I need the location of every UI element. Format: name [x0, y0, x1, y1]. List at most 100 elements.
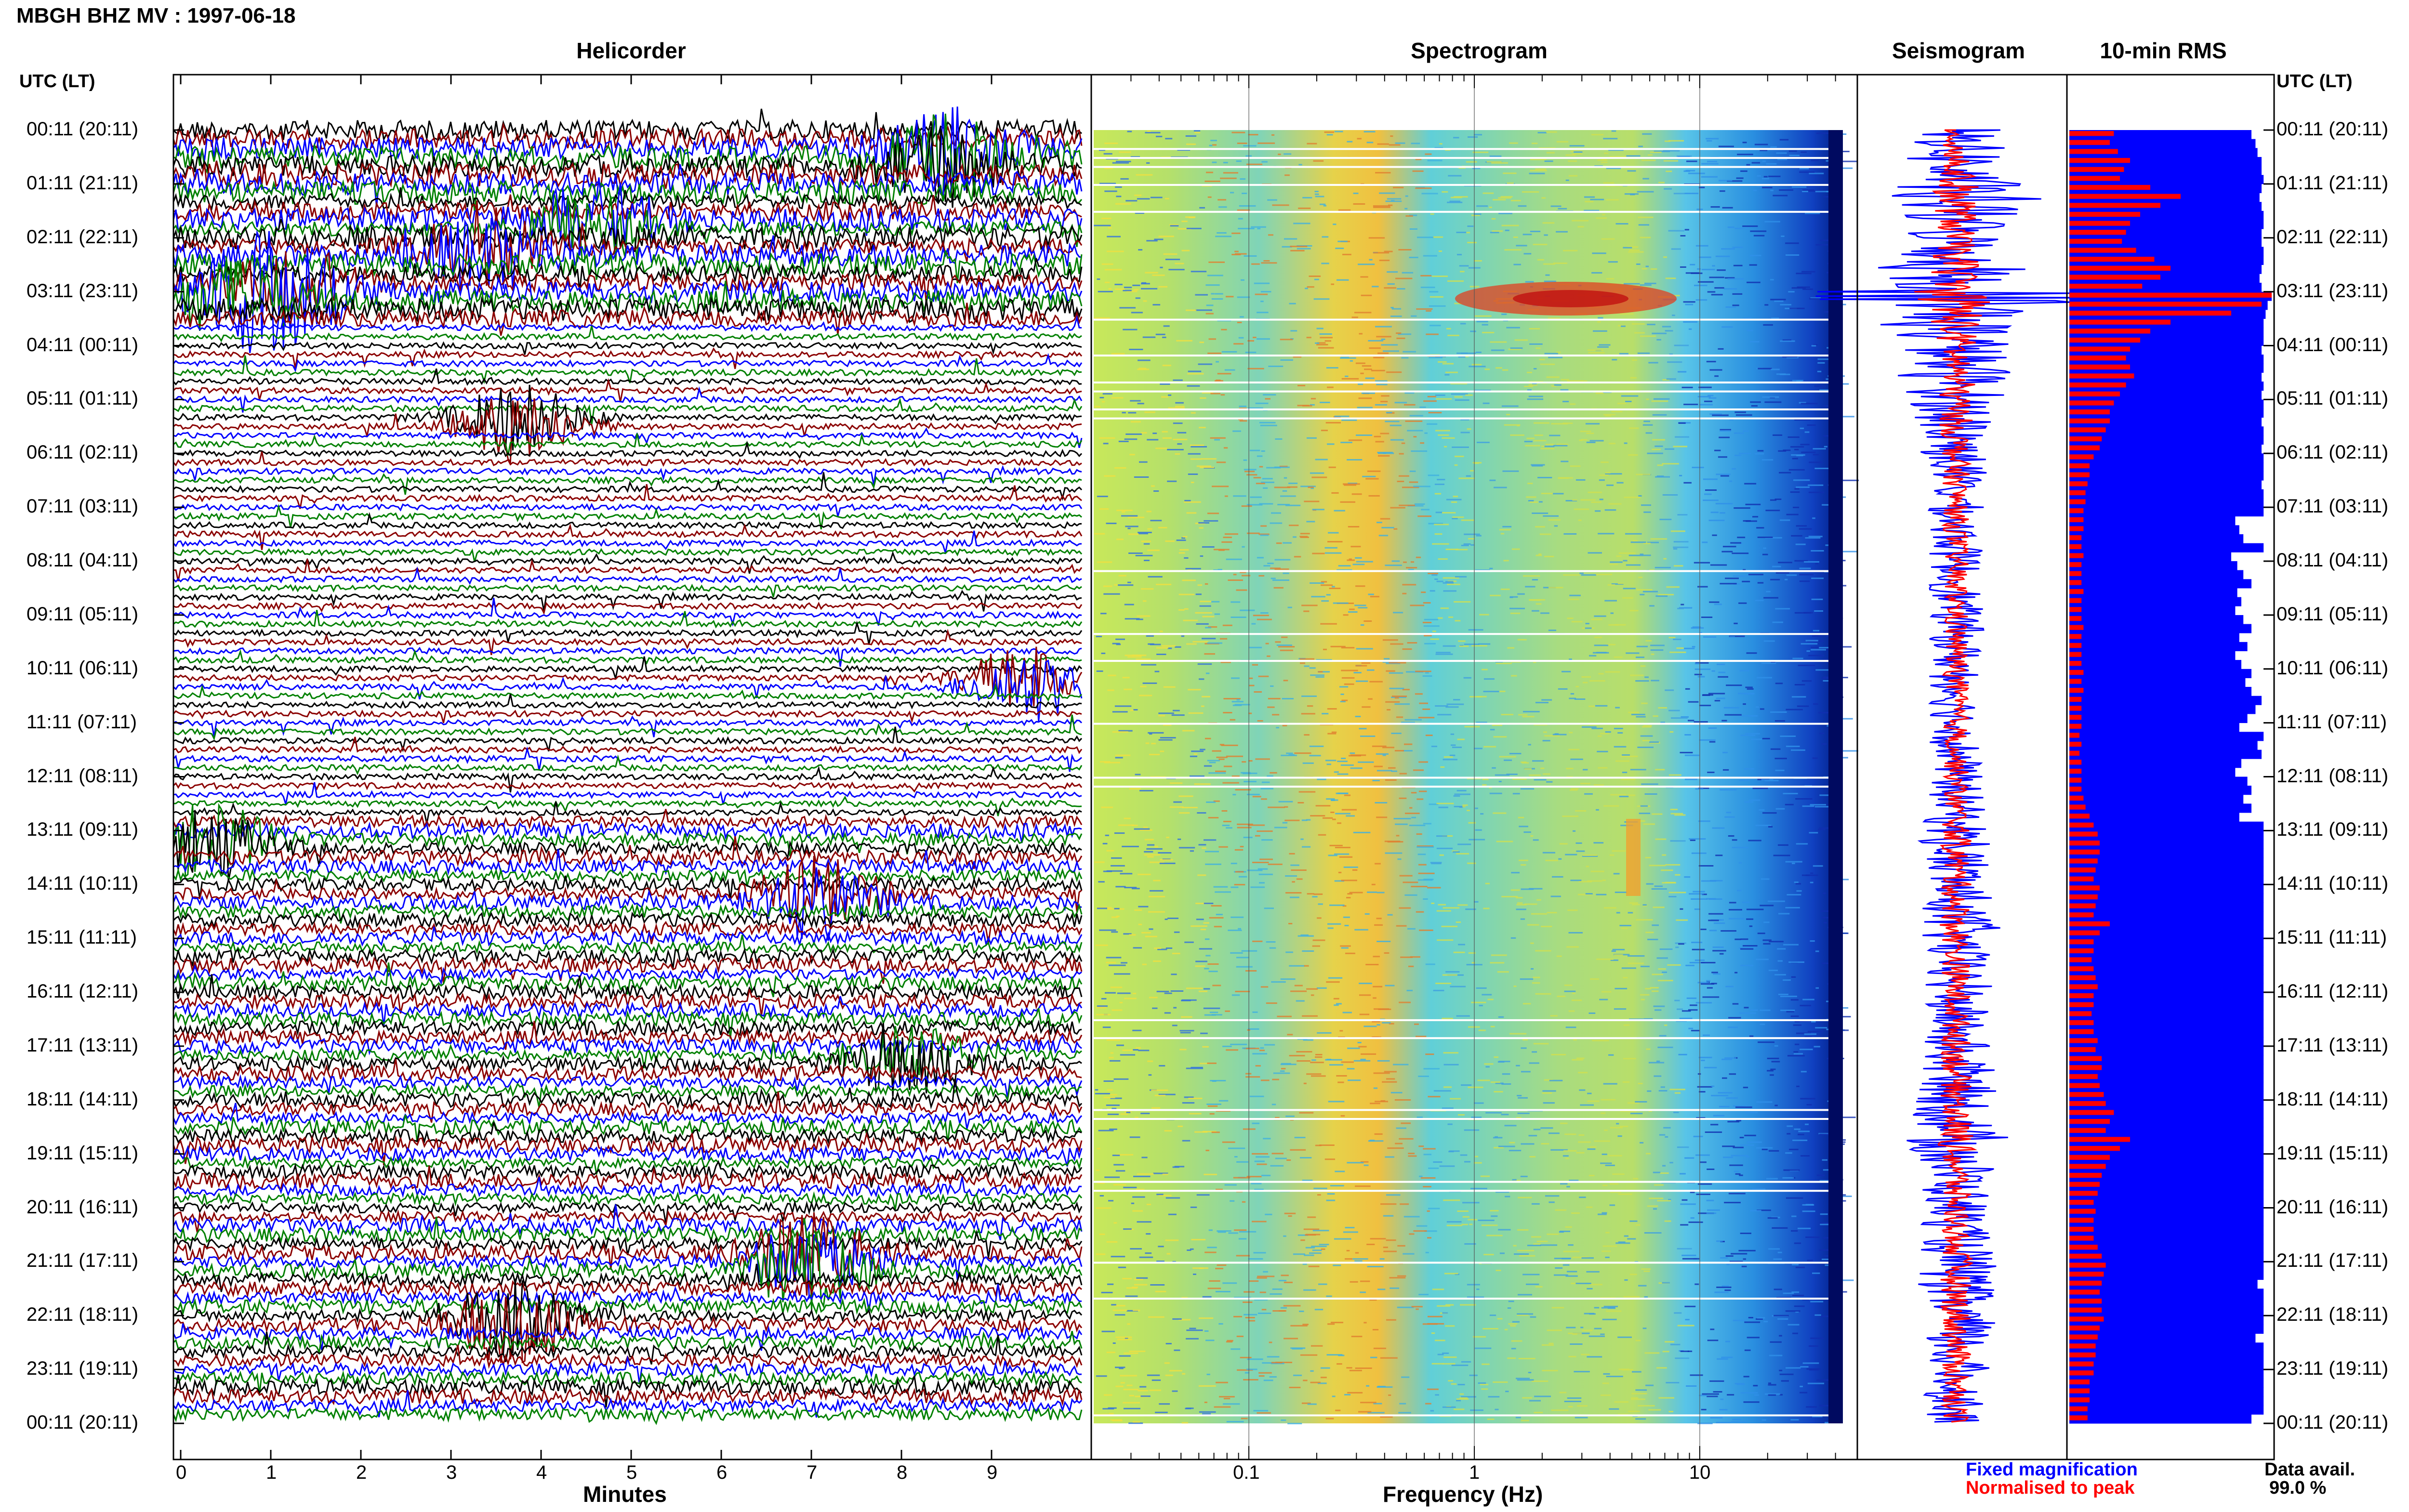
spectrogram-speckle	[1653, 1208, 1657, 1210]
spectrogram-speckle	[1320, 1377, 1327, 1379]
spectrogram-speckle	[1787, 1125, 1793, 1127]
spectrogram-speckle	[1387, 709, 1391, 710]
spectrogram-speckle	[1811, 646, 1819, 648]
spectrogram-speckle	[1566, 1186, 1570, 1188]
spectrogram-speckle	[1540, 1127, 1553, 1129]
spectrogram-speckle	[1821, 962, 1835, 964]
spectrogram-speckle	[1284, 819, 1300, 821]
spectrogram-speckle	[1142, 336, 1156, 338]
spectrogram-speckle	[1806, 1406, 1817, 1408]
spectrogram-speckle	[1662, 326, 1671, 328]
spectrogram-speckle	[1842, 167, 1853, 169]
spectrogram-speckle	[1568, 1406, 1573, 1407]
spectrogram-speckle	[1434, 533, 1443, 535]
spectrogram-speckle	[1684, 876, 1691, 878]
spectrogram-speckle	[1101, 652, 1106, 654]
spectrogram-speckle	[1380, 518, 1390, 520]
spectrogram-speckle	[1296, 1051, 1312, 1052]
spectrogram-speckle	[1608, 503, 1622, 505]
spectrogram-speckle	[1175, 406, 1185, 408]
spectrogram-speckle	[1399, 475, 1409, 477]
spectrogram-speckle	[1642, 591, 1658, 592]
spectrogram-speckle	[1454, 793, 1470, 795]
spectrogram-speckle	[1605, 1232, 1610, 1234]
spectrogram-speckle	[1485, 1112, 1502, 1114]
spectrogram-speckle	[1652, 813, 1663, 815]
spectrogram-speckle	[1457, 904, 1468, 906]
spectrogram-speckle	[1636, 919, 1653, 921]
time-label-right: 02:11 (22:11)	[2277, 226, 2389, 248]
spectrogram-speckle	[1134, 1278, 1143, 1280]
spectrogram-speckle	[1154, 846, 1158, 848]
spectrogram-speckle	[1589, 440, 1604, 442]
time-label-right: 20:11 (16:11)	[2277, 1196, 2389, 1218]
spectrogram-speckle	[1690, 1191, 1695, 1193]
spectrogram-speckle	[1493, 1137, 1503, 1139]
spectrogram-speckle	[1294, 1137, 1306, 1139]
helicorder-trace	[172, 1199, 1083, 1224]
spectrogram-speckle	[1779, 1335, 1782, 1337]
spectrogram-speckle	[1602, 880, 1606, 881]
spectrogram-speckle	[1684, 778, 1698, 780]
spectrogram-speckle	[1794, 684, 1805, 685]
spectrogram-speckle	[1224, 1184, 1237, 1186]
spectrogram-speckle	[1575, 810, 1587, 812]
spectrogram-speckle	[1123, 933, 1132, 935]
spectrogram-speckle	[1779, 189, 1794, 191]
spectrogram-speckle	[1808, 484, 1824, 486]
spectrogram-speckle	[1718, 456, 1727, 458]
spectrogram-speckle	[1737, 154, 1753, 156]
spectrogram-speckle	[1178, 847, 1195, 849]
spectrogram-speckle	[1646, 1048, 1651, 1050]
spectrogram-speckle	[1216, 461, 1226, 463]
spectrogram-speckle	[1305, 288, 1308, 289]
spectrogram-speckle	[1540, 612, 1549, 614]
spectrogram-speckle	[1576, 850, 1585, 852]
spectrogram-speckle	[1721, 1058, 1733, 1060]
spectrogram-speckle	[1393, 1064, 1409, 1065]
spectrogram-speckle	[1174, 1349, 1180, 1351]
rms-bar-normalised	[2069, 1378, 2264, 1388]
spectrogram-speckle	[1331, 1322, 1343, 1324]
spectrogram-speckle	[1678, 943, 1684, 945]
spectrogram-speckle	[1243, 145, 1257, 147]
spectrogram-speckle	[1234, 704, 1250, 706]
spectrogram-speckle	[1310, 1381, 1321, 1383]
spectrogram-speckle	[1283, 542, 1292, 544]
spectrogram-speckle	[1813, 865, 1823, 867]
spectrogram-speckle	[1675, 942, 1686, 944]
spectrogram-speckle	[1559, 1392, 1567, 1394]
frequency-axis-label: Frequency (Hz)	[1383, 1482, 1543, 1507]
time-label-left: 21:11 (17:11)	[26, 1250, 139, 1272]
spectrogram-speckle	[1740, 1392, 1758, 1394]
spectrogram-speckle	[1529, 888, 1543, 890]
spectrogram-speckle	[1103, 1080, 1114, 1082]
time-label-right: 10:11 (06:11)	[2277, 657, 2389, 679]
spectrogram-speckle	[1778, 913, 1790, 915]
spectrogram-speckle	[1801, 680, 1812, 682]
spectrogram-speckle	[1711, 1085, 1715, 1087]
rms-bar-normalised	[2069, 1091, 2264, 1101]
spectrogram-speckle	[1307, 893, 1314, 895]
helicorder-trace	[172, 259, 1083, 331]
spectrogram-speckle	[1763, 547, 1766, 549]
spectrogram-speckle	[1228, 929, 1242, 931]
spectrogram-speckle	[1692, 646, 1695, 648]
spectrogram-speckle	[1330, 645, 1346, 647]
spectrogram-speckle	[1146, 162, 1150, 164]
spectrogram-speckle	[1662, 1165, 1666, 1167]
spectrogram-speckle	[1478, 1029, 1486, 1031]
spectrogram-speckle	[1770, 748, 1781, 750]
spectrogram-speckle	[1650, 268, 1657, 270]
spectrogram-speckle	[1536, 1240, 1548, 1242]
spectrogram-speckle	[1287, 1034, 1293, 1036]
spectrogram-speckle	[1533, 244, 1548, 246]
spectrogram-speckle	[1821, 743, 1827, 745]
spectrogram-speckle	[1701, 962, 1716, 963]
spectrogram-speckle	[1327, 541, 1343, 543]
spectrogram-speckle	[1462, 1202, 1480, 1204]
spectrogram-speckle	[1373, 1403, 1382, 1405]
spectrogram-speckle	[1350, 752, 1355, 754]
spectrogram-speckle	[1124, 604, 1134, 605]
spectrogram-speckle	[1397, 1245, 1405, 1247]
